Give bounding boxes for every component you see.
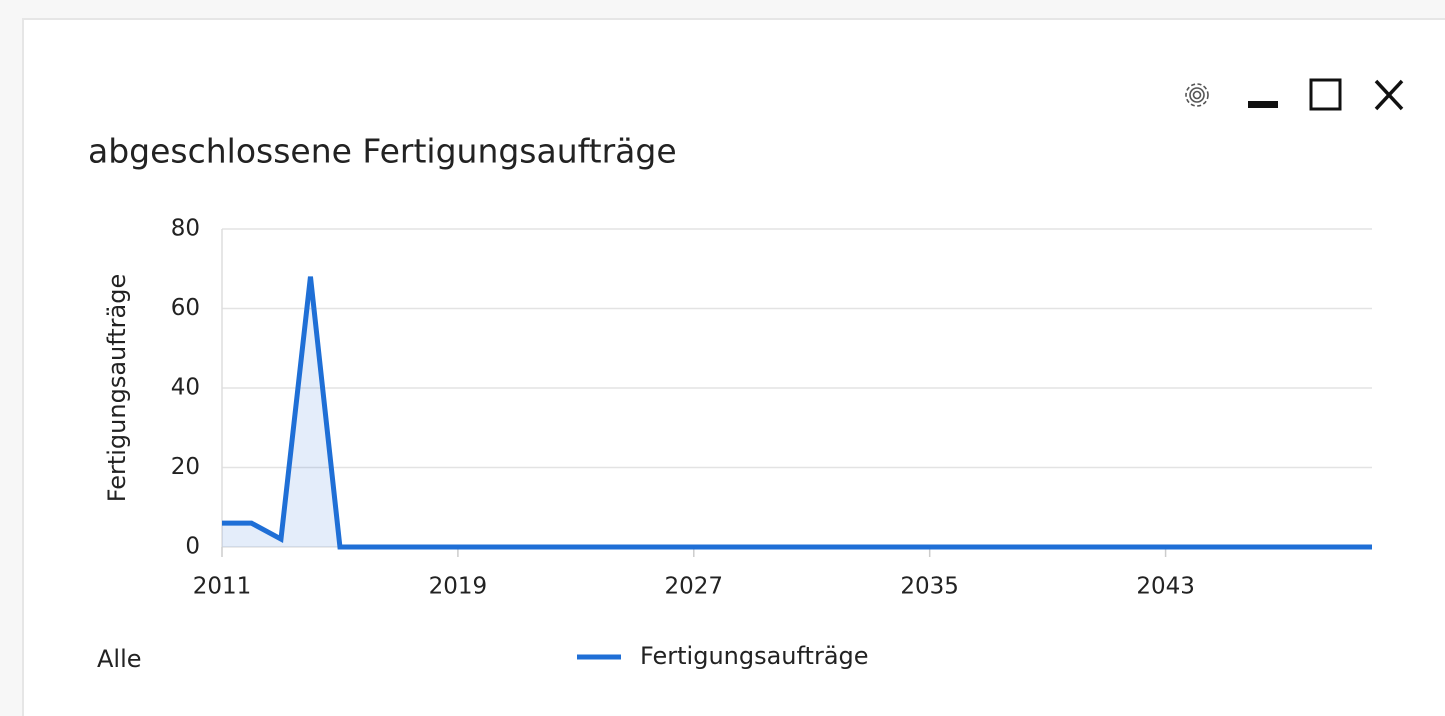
area — [222, 276, 1372, 547]
y-axis-label: Fertigungsaufträge — [103, 274, 131, 503]
x-tick-label: 2043 — [1136, 574, 1195, 600]
y-tick-label: 40 — [171, 375, 200, 401]
minimize-button[interactable] — [1248, 101, 1278, 108]
x-tick-label: 2011 — [193, 574, 252, 600]
filter-label[interactable]: Alle — [97, 645, 142, 673]
close-button[interactable] — [1374, 79, 1404, 111]
x-tick-label: 2027 — [665, 574, 724, 600]
maximize-button[interactable] — [1309, 78, 1342, 111]
x-tick-label: 2019 — [429, 574, 488, 600]
legend-label: Fertigungsaufträge — [640, 642, 869, 670]
widget-panel — [22, 18, 1445, 716]
y-tick-label: 60 — [171, 295, 200, 321]
x-tick-label: 2035 — [900, 574, 959, 600]
chart-title: abgeschlossene Fertigungsaufträge — [88, 132, 677, 171]
y-tick-label: 80 — [171, 216, 200, 242]
line — [222, 276, 1372, 550]
gear-icon[interactable] — [1185, 83, 1209, 107]
y-tick-label: 0 — [185, 534, 200, 560]
y-tick-label: 20 — [171, 454, 200, 480]
